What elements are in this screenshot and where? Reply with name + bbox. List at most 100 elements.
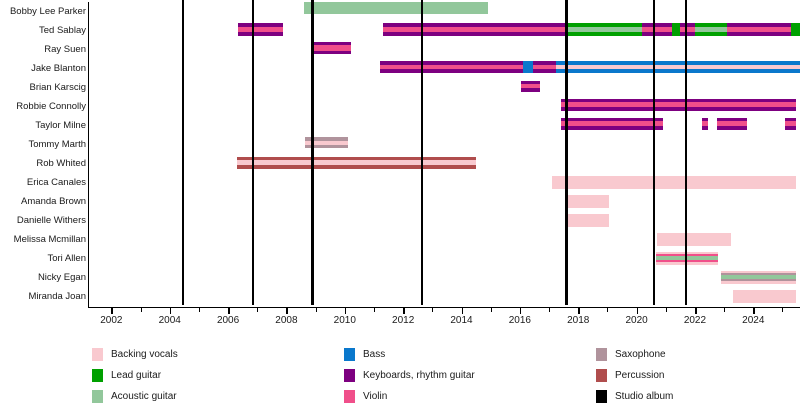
studio-album-marker xyxy=(684,0,688,305)
x-axis-tick-major xyxy=(344,307,347,314)
legend-item[interactable]: Bass xyxy=(344,344,574,365)
legend-item[interactable]: Percussion xyxy=(596,365,800,386)
x-axis-tick-minor xyxy=(373,307,375,312)
x-axis-tick-label: 2010 xyxy=(333,315,356,326)
role-band-violin xyxy=(680,27,695,33)
role-band-lead-guitar xyxy=(671,23,681,37)
chart-legend: Backing vocals Lead guitar Acoustic guitar… xyxy=(92,344,792,408)
timeline-lane xyxy=(88,78,800,97)
x-axis-line xyxy=(88,307,800,308)
legend-swatch xyxy=(596,390,607,403)
category-label: Amanda Brown xyxy=(21,196,86,208)
timeline-lane xyxy=(88,59,800,78)
role-band-lead-guitar xyxy=(791,23,800,37)
studio-album-marker xyxy=(311,0,314,305)
timeline-bar-segment xyxy=(522,59,533,78)
timeline-bar-segment xyxy=(671,21,681,40)
legend-swatch xyxy=(344,390,355,403)
legend-label: Violin xyxy=(363,391,388,402)
legend-swatch xyxy=(344,369,355,382)
legend-swatch xyxy=(92,369,103,382)
studio-album-marker xyxy=(652,0,656,305)
category-label: Tommy Marth xyxy=(28,138,86,150)
category-label: Nicky Egan xyxy=(37,272,86,284)
timeline-lane xyxy=(88,116,800,135)
legend-label: Saxophone xyxy=(615,349,666,360)
plot-area xyxy=(88,2,800,307)
legend-item[interactable]: Keyboards, rhythm guitar xyxy=(344,365,574,386)
legend-label: Acoustic guitar xyxy=(111,391,177,402)
x-axis-tick-label: 2024 xyxy=(742,315,765,326)
timeline-lane xyxy=(88,269,800,288)
role-band-backing-vocals xyxy=(305,141,348,146)
category-label: Danielle Withers xyxy=(16,215,86,227)
x-axis-tick-minor xyxy=(607,307,609,312)
timeline-bar-segment xyxy=(521,78,541,97)
x-axis-tick-minor xyxy=(549,307,551,312)
timeline-lane xyxy=(88,212,800,231)
category-label: Taylor Milne xyxy=(35,119,86,131)
x-axis-tick-major xyxy=(403,307,405,314)
timeline-bar-segment xyxy=(560,97,796,116)
legend-label: Percussion xyxy=(615,370,665,381)
x-axis-tick-label: 2008 xyxy=(275,315,298,326)
timeline-lane xyxy=(88,97,800,116)
timeline-lane xyxy=(88,250,800,269)
role-band-violin xyxy=(727,27,792,33)
timeline-bar-segment xyxy=(556,59,800,78)
x-axis-tick-major xyxy=(519,307,522,314)
x-axis-tick-minor xyxy=(782,307,784,312)
timeline-bar-segment xyxy=(379,59,523,78)
x-axis-tick-major xyxy=(286,307,289,314)
studio-album-marker xyxy=(565,0,568,305)
legend-item[interactable]: Acoustic guitar xyxy=(92,386,322,407)
category-label: Erica Canales xyxy=(26,177,86,189)
timeline-bar-segment xyxy=(680,21,695,40)
legend-item[interactable]: Studio album xyxy=(596,386,800,407)
role-band-violin xyxy=(533,65,557,70)
timeline-lane xyxy=(88,2,800,21)
legend-item[interactable]: Lead guitar xyxy=(92,365,322,386)
legend-swatch xyxy=(596,369,607,382)
legend-item[interactable]: Violin xyxy=(344,386,574,407)
legend-column: Bass Keyboards, rhythm guitar Violin xyxy=(344,344,574,407)
x-axis-tick-label: 2002 xyxy=(100,315,123,326)
x-axis-tick-label: 2018 xyxy=(567,315,590,326)
x-axis-tick-label: 2014 xyxy=(450,315,473,326)
legend-item[interactable]: Backing vocals xyxy=(92,344,322,365)
timeline-bar-segment xyxy=(721,269,796,288)
role-band-backing-vocals xyxy=(565,194,609,208)
role-band-violin xyxy=(521,84,541,89)
x-axis-tick-minor xyxy=(724,307,726,312)
x-axis-tick-label: 2004 xyxy=(158,315,181,326)
timeline-bar-segment xyxy=(694,21,728,40)
timeline-bar-segment xyxy=(732,288,796,307)
x-axis-tick-minor xyxy=(490,307,492,312)
timeline-bar-segment xyxy=(533,59,557,78)
x-axis-tick-major xyxy=(111,307,113,314)
timeline-bar-segment xyxy=(382,21,567,40)
legend-label: Backing vocals xyxy=(111,349,178,360)
timeline-bar-segment xyxy=(566,21,643,40)
legend-swatch xyxy=(92,348,103,361)
timeline-bar-segment xyxy=(791,21,800,40)
category-label: Ray Suen xyxy=(44,43,86,55)
studio-album-marker xyxy=(420,0,424,305)
category-label: Brian Karscig xyxy=(29,81,87,93)
x-axis-tick-label: 2022 xyxy=(683,315,707,326)
timeline-lane xyxy=(88,193,800,212)
timeline-bar-segment xyxy=(238,21,284,40)
timeline-bar-segment xyxy=(303,2,488,21)
x-axis-tick-major xyxy=(461,307,464,314)
category-label: Rob Whited xyxy=(36,158,86,170)
role-band-violin xyxy=(560,121,663,127)
x-axis-tick-minor xyxy=(665,307,667,312)
role-band-acoustic-guitar xyxy=(694,27,728,33)
role-band-backing-vocals xyxy=(236,159,477,165)
role-band-violin xyxy=(785,121,796,127)
x-axis-tick-label: 2016 xyxy=(508,315,531,326)
legend-item[interactable]: Saxophone xyxy=(596,344,800,365)
timeline-lane xyxy=(88,174,800,193)
category-label: Melissa Mcmillan xyxy=(13,234,86,246)
